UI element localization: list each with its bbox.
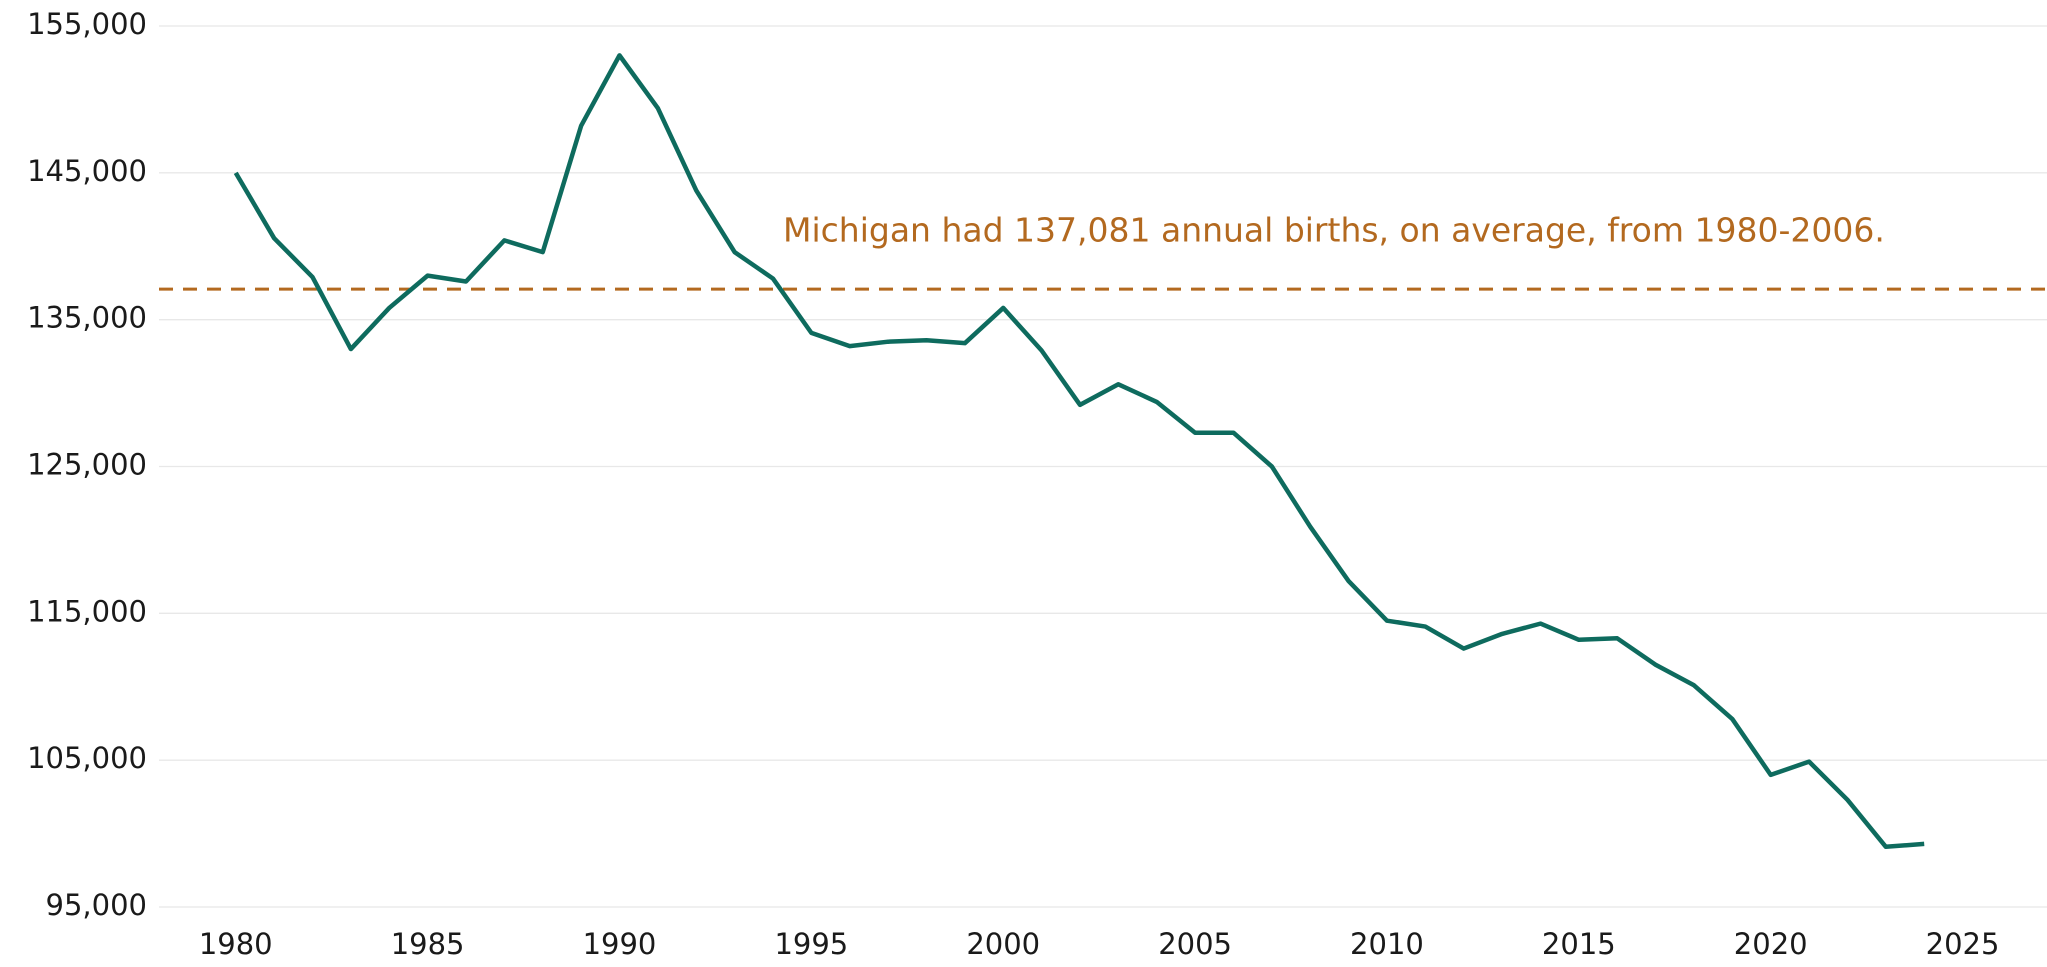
annotation: Michigan had 137,081 annual births, on a… xyxy=(783,211,1885,250)
x-tick-label: 1990 xyxy=(583,927,657,961)
x-tick-label: 1995 xyxy=(774,927,848,961)
y-tick-label: 125,000 xyxy=(27,448,147,482)
x-tick-label: 2010 xyxy=(1350,927,1424,961)
y-tick-label: 155,000 xyxy=(27,7,147,41)
y-tick-label: 115,000 xyxy=(27,594,147,628)
x-tick-label: 2005 xyxy=(1158,927,1232,961)
y-tick-label: 105,000 xyxy=(27,741,147,775)
y-tick-label: 135,000 xyxy=(27,301,147,335)
x-tick-label: 1985 xyxy=(391,927,465,961)
data-line xyxy=(233,53,1925,850)
x-tick-label: 1980 xyxy=(199,927,273,961)
x-tick-label: 2000 xyxy=(966,927,1040,961)
x-tick-label: 2025 xyxy=(1926,927,2000,961)
x-tick-label: 2020 xyxy=(1734,927,1808,961)
x-tick-label: 2015 xyxy=(1542,927,1616,961)
y-tick-label: 95,000 xyxy=(46,888,147,922)
y-tick-label: 145,000 xyxy=(27,154,147,188)
